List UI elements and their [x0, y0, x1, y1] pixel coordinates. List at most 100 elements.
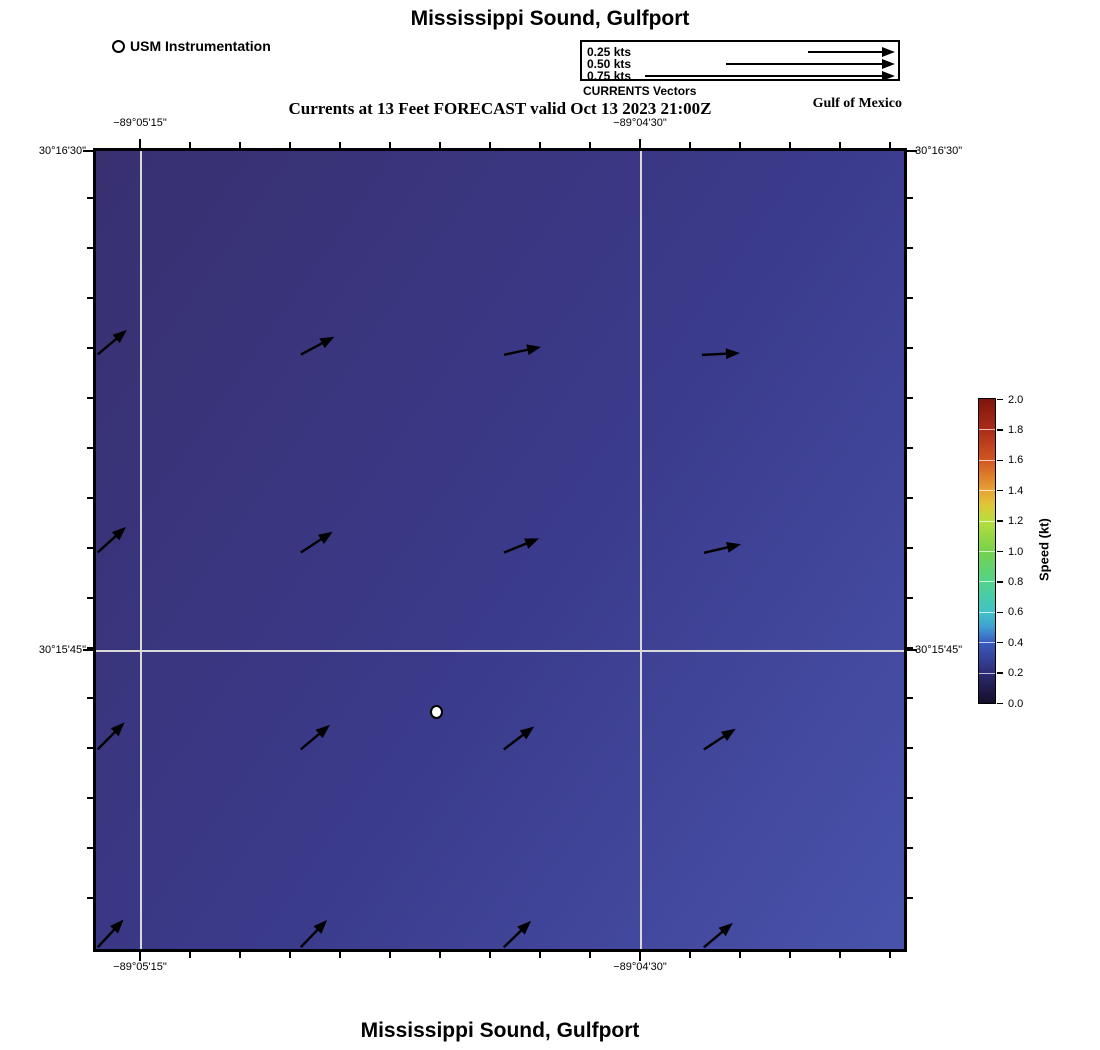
y-axis-label: 30°16'30": [38, 144, 86, 157]
x-axis-label: −89°04'30": [613, 961, 667, 973]
colorbar-tick-label: 1.2: [1008, 515, 1024, 528]
current-vector-arrow: [698, 717, 746, 757]
current-vector-arrow: [500, 527, 549, 561]
y-axis-tick: [907, 197, 913, 199]
instrument-legend: USM Instrumentation: [112, 38, 271, 54]
colorbar-tick-label: 0.8: [1008, 575, 1024, 588]
y-axis-tick: [907, 697, 913, 699]
current-vector-arrow: [96, 516, 137, 560]
colorbar-tick: [996, 398, 1003, 401]
x-axis-tick: [489, 952, 491, 958]
y-axis-tick: [907, 747, 913, 749]
y-axis-tick: [907, 597, 913, 599]
instrument-legend-label: USM Instrumentation: [130, 38, 271, 54]
x-axis-tick: [639, 139, 641, 148]
colorbar-gridline: [979, 429, 995, 431]
colorbar-tick-label: 1.6: [1008, 454, 1024, 467]
y-axis-tick: [87, 847, 93, 849]
x-axis-tick: [789, 952, 791, 958]
x-axis-tick: [639, 952, 641, 961]
footer-title: Mississippi Sound, Gulfport: [360, 1019, 640, 1042]
x-axis-label: −89°05'15": [113, 961, 167, 973]
x-axis-tick: [239, 952, 241, 958]
y-axis-tick: [907, 247, 913, 249]
colorbar-gridline: [979, 551, 995, 552]
map-plot-area: [93, 148, 907, 952]
x-axis-tick: [389, 952, 391, 958]
map-axes: 30°16'30" 30°16'30" 30°15'45" 30°15'45" −89°…: [39, 117, 962, 973]
x-axis-tick: [889, 952, 891, 958]
colorbar-tick-label: 0.6: [1008, 606, 1024, 619]
colorbar-gridline: [979, 490, 995, 492]
current-vector-arrow: [497, 910, 543, 949]
arrow-shaft: [645, 75, 883, 77]
colorbar: [978, 398, 996, 704]
vector-legend-caption: CURRENTS Vectors: [583, 84, 697, 98]
current-vector-arrow: [701, 534, 750, 562]
y-axis-tick: [87, 797, 93, 799]
y-axis-tick-labeled: [907, 649, 917, 651]
x-axis-tick: [789, 142, 791, 148]
x-axis-tick: [139, 952, 141, 961]
page-title: Mississippi Sound, Gulfport: [410, 7, 690, 30]
y-axis-label: 30°15'45": [38, 643, 86, 656]
y-axis-tick: [87, 897, 93, 899]
colorbar-tick: [996, 641, 1003, 644]
y-axis-tick: [87, 547, 93, 549]
arrow-shaft: [726, 63, 883, 65]
colorbar-tick-label: 2.0: [1008, 393, 1024, 406]
y-axis-tick: [87, 697, 93, 699]
colorbar-gridline: [979, 581, 995, 583]
x-axis-label: −89°05'15": [113, 117, 167, 129]
x-axis-tick: [739, 142, 741, 148]
forecast-subtitle: Currents at 13 Feet FORECAST valid Oct 1…: [288, 99, 712, 118]
colorbar-tick: [996, 611, 1003, 614]
colorbar-tick: [996, 429, 1003, 431]
x-axis-tick: [339, 952, 341, 958]
x-axis-tick: [189, 142, 191, 148]
y-axis-tick: [87, 747, 93, 749]
arrow-head-icon: [882, 47, 895, 57]
region-label: Gulf of Mexico: [812, 96, 902, 111]
colorbar-tick: [996, 520, 1003, 522]
colorbar-tick: [996, 550, 1003, 553]
y-axis-tick: [907, 347, 913, 349]
colorbar-gridline: [979, 611, 995, 613]
x-axis-tick: [239, 142, 241, 148]
x-axis-tick: [389, 142, 391, 148]
colorbar-gridline: [979, 520, 995, 522]
x-axis-tick: [439, 142, 441, 148]
y-axis-tick: [87, 397, 93, 399]
x-axis-tick: [739, 952, 741, 958]
colorbar-gridline: [979, 459, 995, 461]
y-axis-tick: [907, 397, 913, 399]
current-vector-arrow: [96, 319, 138, 362]
colorbar-tick: [996, 459, 1003, 462]
vector-legend-row: 0.75 kts: [582, 70, 898, 82]
x-axis-tick: [839, 952, 841, 958]
colorbar-tick-label: 1.0: [1008, 545, 1024, 558]
current-vector-arrow: [501, 337, 550, 364]
x-axis-tick: [339, 142, 341, 148]
current-vector-arrow: [498, 715, 546, 757]
y-axis-tick: [87, 497, 93, 499]
x-axis-tick: [289, 952, 291, 958]
meridian-gridline: [640, 151, 642, 949]
y-axis-tick: [907, 497, 913, 499]
y-axis-tick: [907, 447, 913, 449]
x-axis-tick: [839, 142, 841, 148]
colorbar-tick-label: 0.0: [1008, 697, 1024, 710]
colorbar-axis-label: Speed (kt): [1036, 518, 1052, 582]
instrument-marker: [430, 705, 443, 719]
colorbar-tick: [996, 581, 1003, 583]
vector-legend-label: 0.50 kts: [587, 57, 632, 71]
y-axis-tick-labeled: [83, 649, 93, 651]
colorbar-tick-label: 0.4: [1008, 636, 1024, 649]
y-axis-tick: [907, 897, 913, 899]
y-axis-tick: [907, 847, 913, 849]
arrow-shaft: [808, 51, 883, 53]
x-axis-tick: [689, 952, 691, 958]
x-axis-tick: [539, 952, 541, 958]
colorbar-tick-label: 1.4: [1008, 484, 1024, 497]
